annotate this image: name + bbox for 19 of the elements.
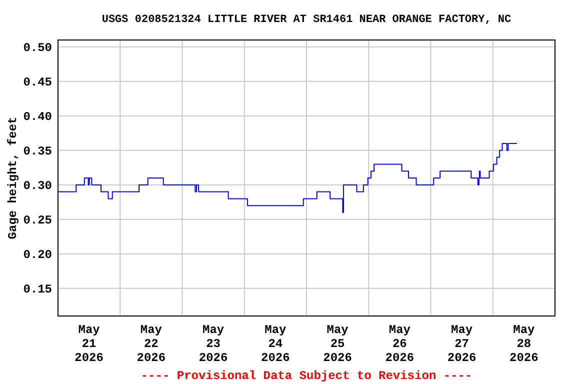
y-tick-label: 0.45	[23, 76, 52, 90]
y-tick-label: 0.35	[23, 144, 52, 159]
y-tick-label: 0.15	[23, 282, 52, 297]
x-tick-label: May 23 2026	[198, 323, 228, 365]
x-tick-label: May 21 2026	[74, 323, 104, 365]
chart-title: USGS 0208521324 LITTLE RIVER AT SR1461 NEAR ORANGE FACTORY, NC	[102, 14, 512, 26]
x-tick-label: May 28 2026	[510, 323, 538, 365]
y-tick-label: 0.20	[23, 248, 52, 262]
y-tick-label: 0.25	[23, 214, 52, 228]
y-tick-label: 0.50	[23, 41, 52, 56]
x-tick-label: May 25 2026	[323, 323, 352, 365]
x-tick-label: May 27 2026	[447, 323, 476, 365]
y-tick-label: 0.30	[23, 179, 52, 194]
y-axis-title: Gage height, feet	[6, 116, 20, 240]
x-tick-label: May 26 2026	[385, 323, 414, 365]
text: ---- Provisional Data Subject to Revision ----	[140, 369, 472, 383]
x-tick-label: May 22 2026	[136, 323, 166, 365]
x-tick-label: May 24 2026	[261, 323, 290, 365]
y-tick-label: 0.40	[23, 110, 52, 124]
